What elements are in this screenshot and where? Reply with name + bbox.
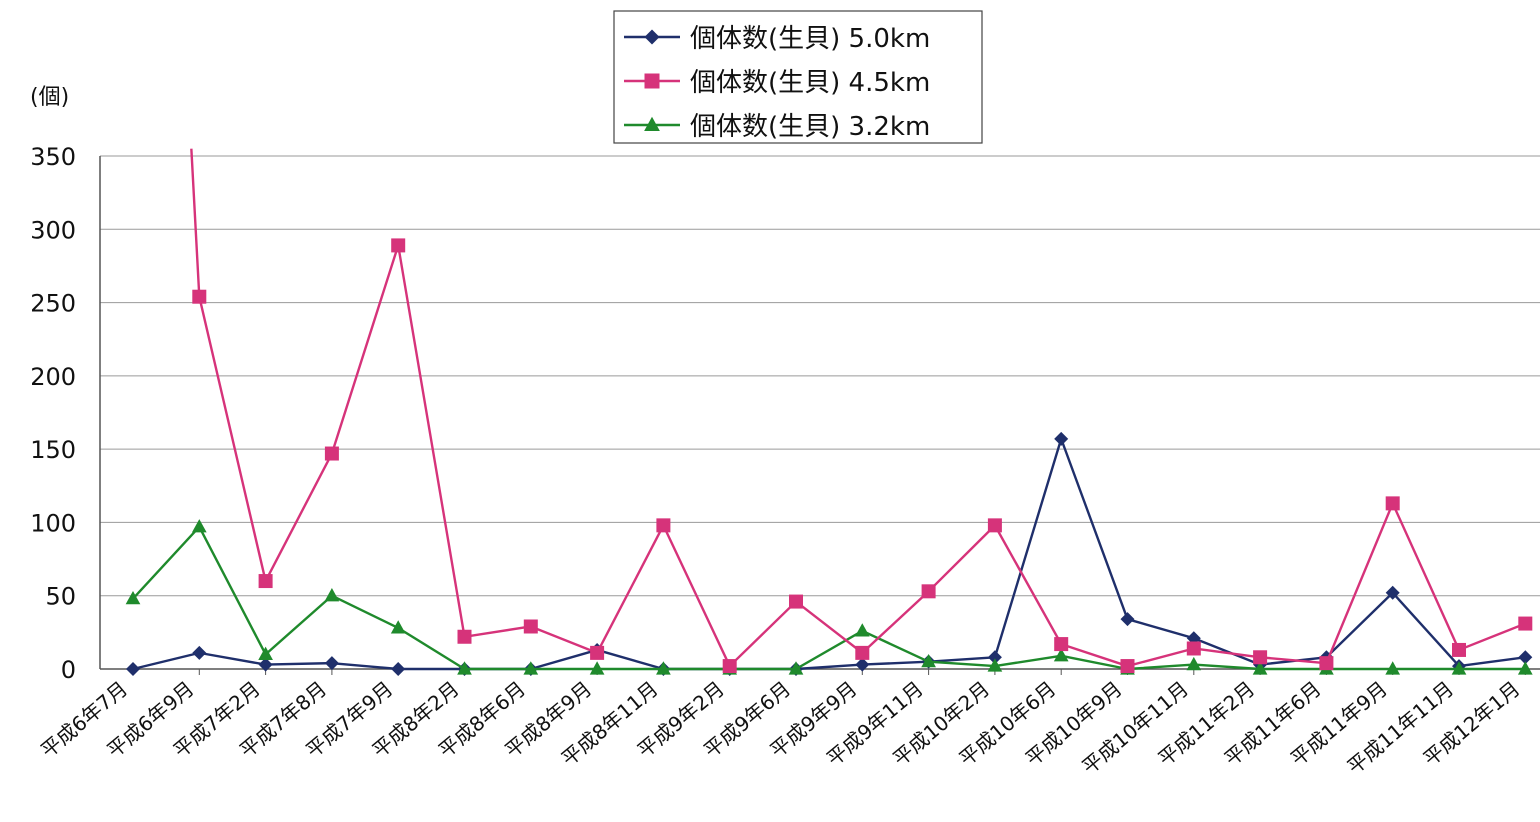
series-2 <box>190 148 1533 674</box>
data-point-square <box>1054 637 1069 652</box>
data-point-triangle <box>324 588 340 602</box>
data-point-triangle <box>1252 661 1268 675</box>
grid-lines <box>99 155 1540 670</box>
data-point-triangle <box>987 658 1003 672</box>
y-tick-label: 0 <box>61 656 76 684</box>
data-point-square <box>523 619 538 634</box>
data-point-diamond <box>1518 650 1533 665</box>
x-axis-ticks: 平成6年7月平成6年9月平成7年2月平成7年8月平成7年9月平成8年2月平成8年… <box>36 669 1526 779</box>
legend: 個体数(生貝) 5.0km 個体数(生貝) 4.5km 個体数(生貝) 3.2km <box>613 10 983 144</box>
data-point-diamond <box>1120 612 1135 627</box>
series-layer <box>125 148 1533 676</box>
data-point-square <box>656 518 671 533</box>
data-point-square <box>1518 616 1533 631</box>
data-point-square <box>258 574 273 589</box>
data-point-triangle <box>258 646 273 660</box>
data-point-square <box>1452 642 1466 657</box>
data-point-square <box>1385 496 1400 511</box>
data-point-square <box>1253 650 1268 665</box>
data-point-square <box>722 659 737 674</box>
data-point-triangle <box>921 653 936 668</box>
data-point-triangle <box>788 661 804 675</box>
series-line <box>190 148 1526 668</box>
legend-box <box>613 10 983 144</box>
data-point-diamond <box>987 650 1002 665</box>
data-point-square <box>789 594 803 609</box>
data-point-triangle <box>1517 661 1533 675</box>
data-point-diamond <box>126 662 140 676</box>
y-tick-label: 50 <box>45 583 76 611</box>
data-point-diamond <box>1054 431 1069 446</box>
data-point-triangle <box>1186 656 1202 671</box>
data-point-square <box>921 584 936 599</box>
series-1 <box>126 431 1533 676</box>
data-point-square <box>590 645 605 660</box>
data-point-square <box>324 446 339 461</box>
data-point-triangle <box>191 519 207 533</box>
data-point-square <box>644 73 660 89</box>
data-point-diamond <box>644 29 660 45</box>
data-point-square <box>391 238 406 253</box>
legend-label: 個体数(生貝) 5.0km <box>690 24 930 54</box>
series-line <box>132 525 1526 671</box>
legend-label: 個体数(生貝) 3.2km <box>690 112 930 142</box>
y-tick-label: 150 <box>30 436 76 464</box>
data-point-triangle <box>1385 661 1401 675</box>
data-point-triangle <box>589 661 605 675</box>
data-point-triangle <box>390 620 406 634</box>
data-point-diamond <box>1385 585 1400 600</box>
data-point-square <box>855 645 870 660</box>
data-point-triangle <box>1451 661 1467 675</box>
data-point-triangle <box>656 661 671 675</box>
data-point-diamond <box>855 657 870 672</box>
data-point-square <box>1120 659 1135 674</box>
data-point-diamond <box>258 657 273 672</box>
data-point-square <box>457 629 472 644</box>
y-tick-label: 250 <box>30 290 76 318</box>
data-point-diamond <box>324 656 339 671</box>
y-tick-label: 100 <box>30 509 76 537</box>
data-point-triangle <box>457 661 472 675</box>
data-point-square <box>192 289 207 304</box>
data-point-square <box>987 518 1002 533</box>
data-point-triangle <box>854 623 870 637</box>
data-point-triangle <box>644 116 660 131</box>
data-point-triangle <box>523 661 539 675</box>
series-3 <box>125 519 1533 675</box>
y-axis-unit-label: (個) <box>30 85 69 110</box>
data-point-diamond <box>391 662 406 676</box>
y-tick-label: 200 <box>30 363 76 391</box>
legend-label: 個体数(生貝) 4.5km <box>690 68 930 98</box>
y-tick-label: 300 <box>30 216 76 244</box>
series-line <box>132 437 1526 671</box>
y-axis-ticks: 0 50 100 150 200 250 300 350 <box>30 143 76 684</box>
data-point-square <box>1186 641 1201 656</box>
data-point-triangle <box>125 590 141 605</box>
data-point-diamond <box>192 645 207 660</box>
data-point-triangle <box>1053 648 1069 662</box>
y-tick-label: 350 <box>30 143 76 171</box>
data-point-square <box>1319 656 1334 671</box>
